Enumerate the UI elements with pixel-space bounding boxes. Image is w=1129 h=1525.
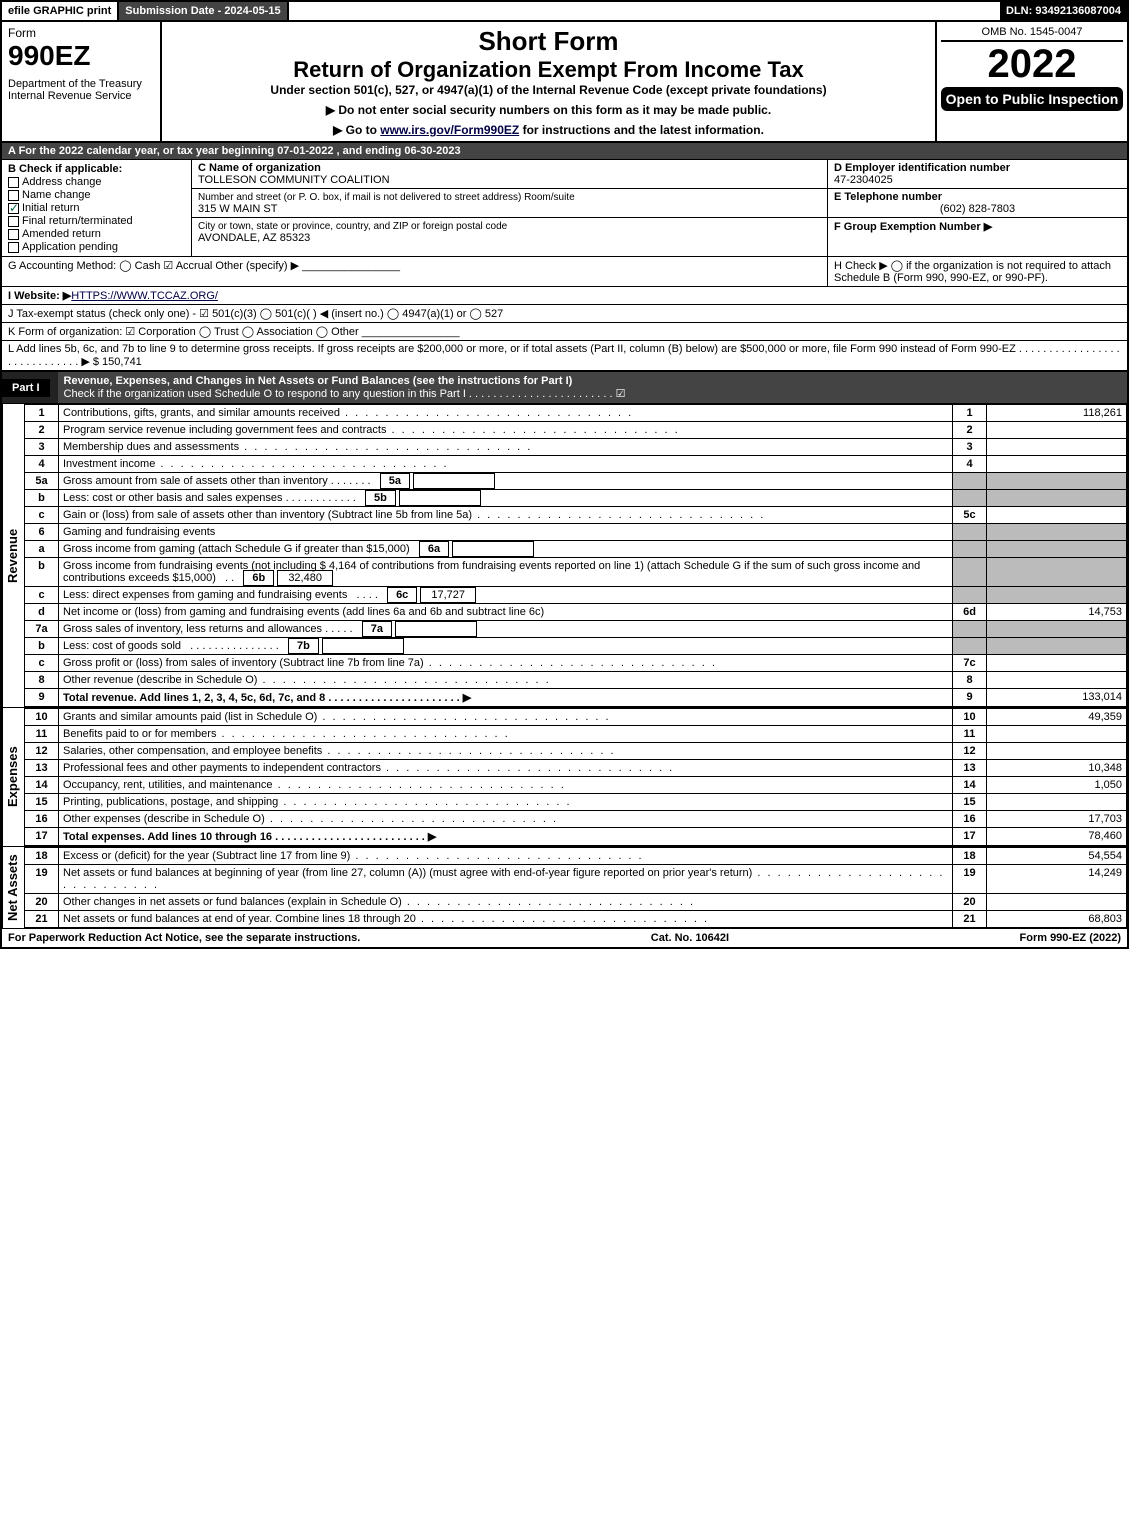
footer-right: Form 990-EZ (2022) <box>1020 932 1122 944</box>
revenue-table: 1Contributions, gifts, grants, and simil… <box>24 404 1127 707</box>
part-i-check: Check if the organization used Schedule … <box>64 388 626 400</box>
chk-address[interactable] <box>8 177 19 188</box>
dept-label: Department of the Treasury Internal Reve… <box>8 78 154 102</box>
check-b: B Check if applicable: Address change Na… <box>2 160 192 256</box>
efile-label: efile GRAPHIC print <box>2 2 119 20</box>
right-info: D Employer identification number47-23040… <box>827 160 1127 256</box>
line-i: I Website: ▶HTTPS://WWW.TCCAZ.ORG/ <box>2 287 1127 305</box>
tax-year: 2022 <box>941 42 1123 87</box>
expenses-table: 10Grants and similar amounts paid (list … <box>24 708 1127 846</box>
dln: DLN: 93492136087004 <box>1000 2 1127 20</box>
footer-left: For Paperwork Reduction Act Notice, see … <box>8 932 360 944</box>
section-a: A For the 2022 calendar year, or tax yea… <box>2 143 1127 160</box>
chk-name[interactable] <box>8 190 19 201</box>
ein: 47-2304025 <box>834 174 893 186</box>
top-bar: efile GRAPHIC print Submission Date - 20… <box>2 2 1127 22</box>
chk-pending[interactable] <box>8 242 19 253</box>
page-footer: For Paperwork Reduction Act Notice, see … <box>2 929 1127 947</box>
main-title: Return of Organization Exempt From Incom… <box>168 57 929 83</box>
note-ssn: ▶ Do not enter social security numbers o… <box>168 103 929 117</box>
expenses-label: Expenses <box>2 708 24 846</box>
check-b-title: B Check if applicable: <box>8 163 122 175</box>
chk-amended[interactable] <box>8 229 19 240</box>
chk-initial[interactable] <box>8 203 19 214</box>
form-header: Form 990EZ Department of the Treasury In… <box>2 22 1127 143</box>
org-info: C Name of organizationTOLLESON COMMUNITY… <box>192 160 827 256</box>
form-word: Form <box>8 26 154 40</box>
part-i-tag: Part I <box>2 379 50 397</box>
chk-final[interactable] <box>8 216 19 227</box>
telephone: (602) 828-7803 <box>834 203 1121 215</box>
website-link[interactable]: HTTPS://WWW.TCCAZ.ORG/ <box>71 290 218 302</box>
org-addr: 315 W MAIN ST <box>198 203 277 215</box>
revenue-label: Revenue <box>2 404 24 707</box>
netassets-label: Net Assets <box>2 847 24 928</box>
irs-link[interactable]: www.irs.gov/Form990EZ <box>380 123 519 137</box>
form-page: efile GRAPHIC print Submission Date - 20… <box>0 0 1129 949</box>
line-l: L Add lines 5b, 6c, and 7b to line 9 to … <box>2 341 1127 371</box>
part-i-title: Revenue, Expenses, and Changes in Net As… <box>64 375 573 387</box>
short-form-title: Short Form <box>168 26 929 57</box>
footer-cat: Cat. No. 10642I <box>651 932 729 944</box>
line-j: J Tax-exempt status (check only one) - ☑… <box>2 305 1127 323</box>
subtitle: Under section 501(c), 527, or 4947(a)(1)… <box>168 83 929 97</box>
form-number: 990EZ <box>8 40 154 72</box>
part-i-bar: Part I Revenue, Expenses, and Changes in… <box>2 371 1127 404</box>
line-g: G Accounting Method: ◯ Cash ☑ Accrual Ot… <box>2 257 827 286</box>
info-block: B Check if applicable: Address change Na… <box>2 160 1127 257</box>
open-inspection: Open to Public Inspection <box>941 87 1123 111</box>
line-h: H Check ▶ ◯ if the organization is not r… <box>827 257 1127 286</box>
note-link: ▶ Go to www.irs.gov/Form990EZ for instru… <box>168 123 929 137</box>
submission-date: Submission Date - 2024-05-15 <box>119 2 288 20</box>
org-city: AVONDALE, AZ 85323 <box>198 232 310 244</box>
netassets-table: 18Excess or (deficit) for the year (Subt… <box>24 847 1127 928</box>
line-k: K Form of organization: ☑ Corporation ◯ … <box>2 323 1127 341</box>
org-name: TOLLESON COMMUNITY COALITION <box>198 174 390 186</box>
group-exemption: F Group Exemption Number ▶ <box>834 221 992 233</box>
omb-number: OMB No. 1545-0047 <box>941 24 1123 42</box>
